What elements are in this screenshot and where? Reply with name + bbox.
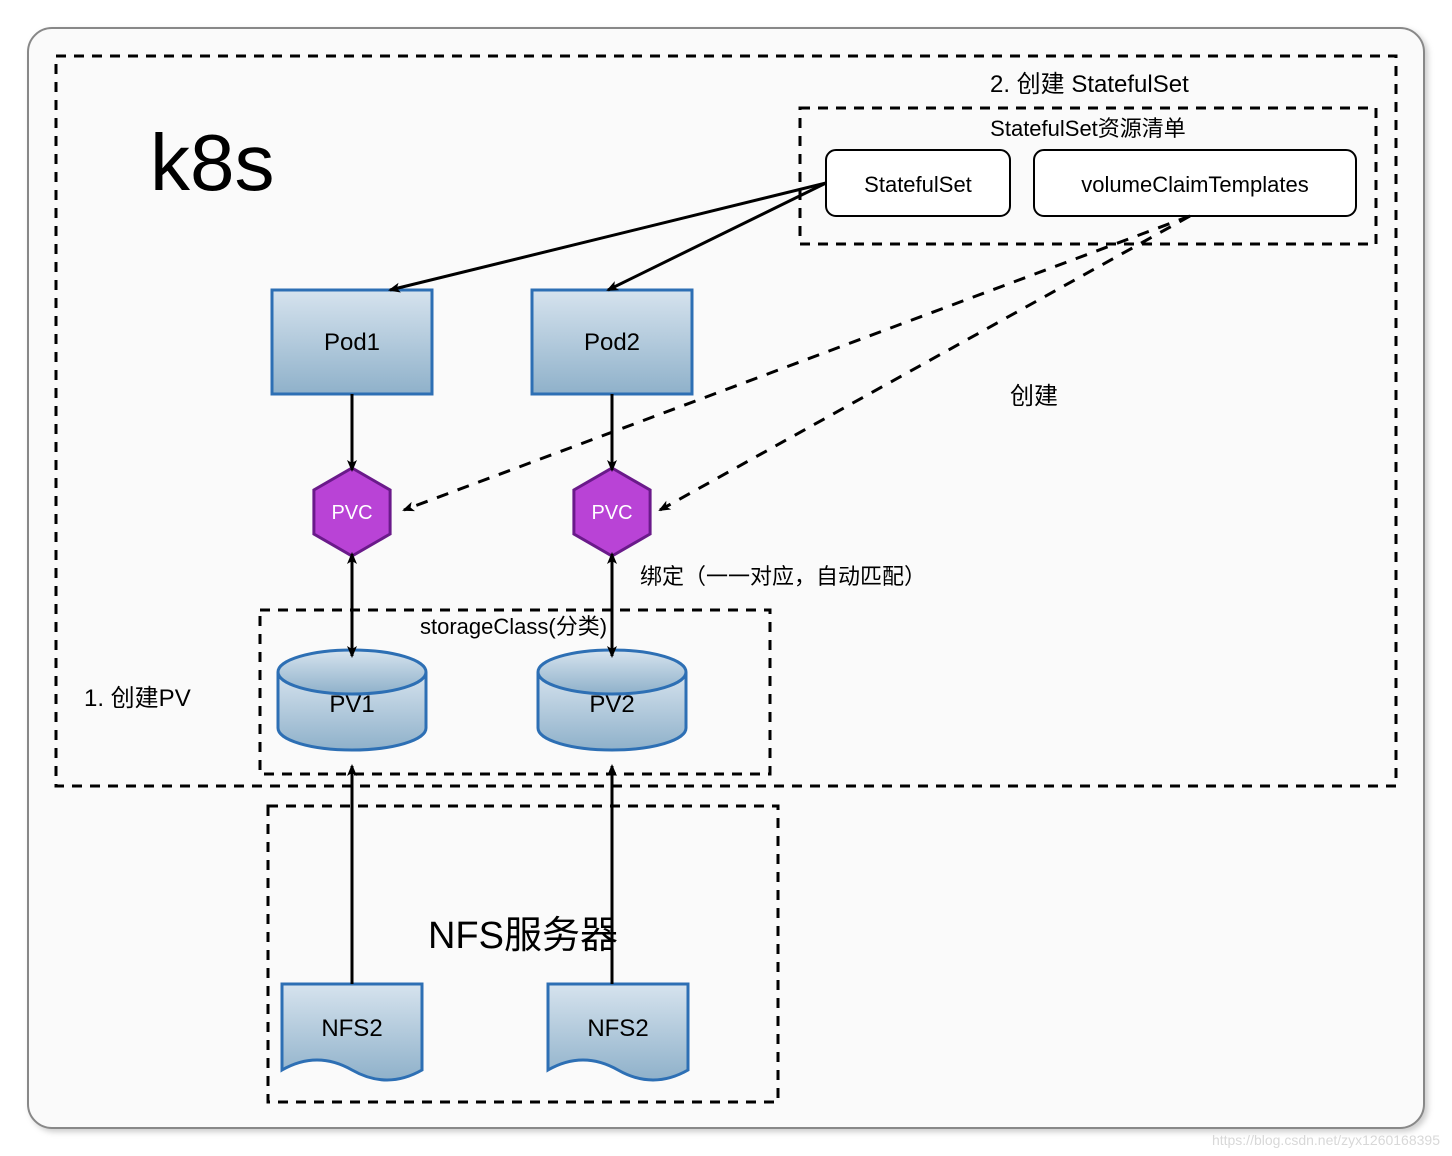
k8s-title: k8s: [150, 118, 275, 207]
vct-label: volumeClaimTemplates: [1081, 172, 1308, 197]
create-label: 创建: [1010, 383, 1058, 410]
nfs2-label: NFS2: [587, 1015, 648, 1042]
pod2-label: Pod2: [584, 329, 640, 356]
pv2-label: PV2: [589, 691, 634, 718]
bind-label: 绑定（一一对应，自动匹配）: [640, 564, 926, 589]
step2-label: 2. 创建 StatefulSet: [990, 71, 1189, 98]
nfs-title: NFS服务器: [428, 915, 618, 957]
pv1-label: PV1: [329, 691, 374, 718]
pvc2-label: PVC: [591, 502, 632, 524]
nfs1-label: NFS2: [321, 1015, 382, 1042]
pv1-top: [278, 650, 426, 694]
pvc1-label: PVC: [331, 502, 372, 524]
pv2-top: [538, 650, 686, 694]
pod1-label: Pod1: [324, 329, 380, 356]
watermark: https://blog.csdn.net/zyx1260168395: [1212, 1132, 1440, 1148]
step1-label: 1. 创建PV: [84, 685, 191, 712]
manifest-title: StatefulSet资源清单: [990, 116, 1186, 141]
storageclass-title: storageClass(分类): [420, 614, 607, 639]
statefulset-label: StatefulSet: [864, 172, 972, 197]
